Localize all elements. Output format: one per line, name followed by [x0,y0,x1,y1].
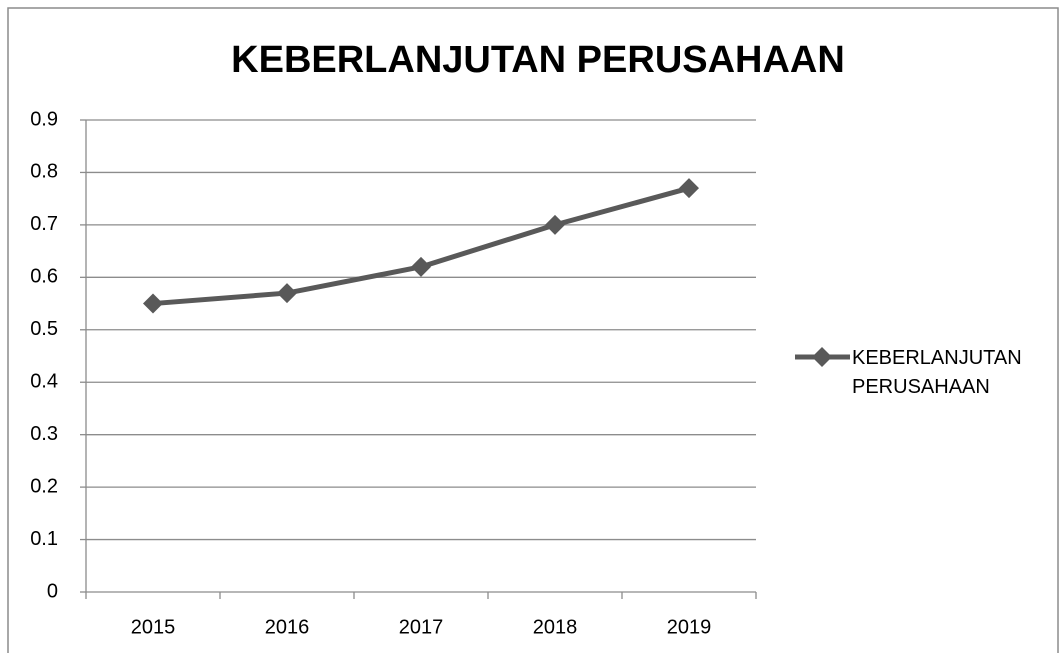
y-tick-label: 0.1 [30,528,58,550]
chart-frame [7,7,1059,653]
point-marker [679,178,699,199]
x-tick-label: 2015 [131,616,176,638]
point-marker [411,256,431,277]
y-tick-label: 0.4 [30,371,58,393]
y-tick-label: 0.3 [30,423,58,445]
y-tick-label: 0.2 [30,475,58,497]
point-marker [143,293,163,314]
x-tick-label: 2016 [265,616,310,638]
y-tick-label: 0.6 [30,266,58,288]
y-tick-label: 0.9 [30,108,58,130]
chart-title: KEBERLANJUTAN PERUSAHAAN [231,39,845,81]
y-tick-label: 0.8 [30,161,58,183]
legend-marker [812,347,832,367]
x-tick-label: 2017 [399,616,444,638]
y-tick-label: 0 [47,580,58,602]
x-tick-label: 2018 [533,616,578,638]
point-marker [545,214,565,235]
y-tick-label: 0.5 [30,318,58,340]
x-tick-label: 2019 [667,616,712,638]
legend-label: KEBERLANJUTAN PERUSAHAAN [852,347,1022,398]
point-marker [277,283,297,304]
y-tick-label: 0.7 [30,213,58,235]
